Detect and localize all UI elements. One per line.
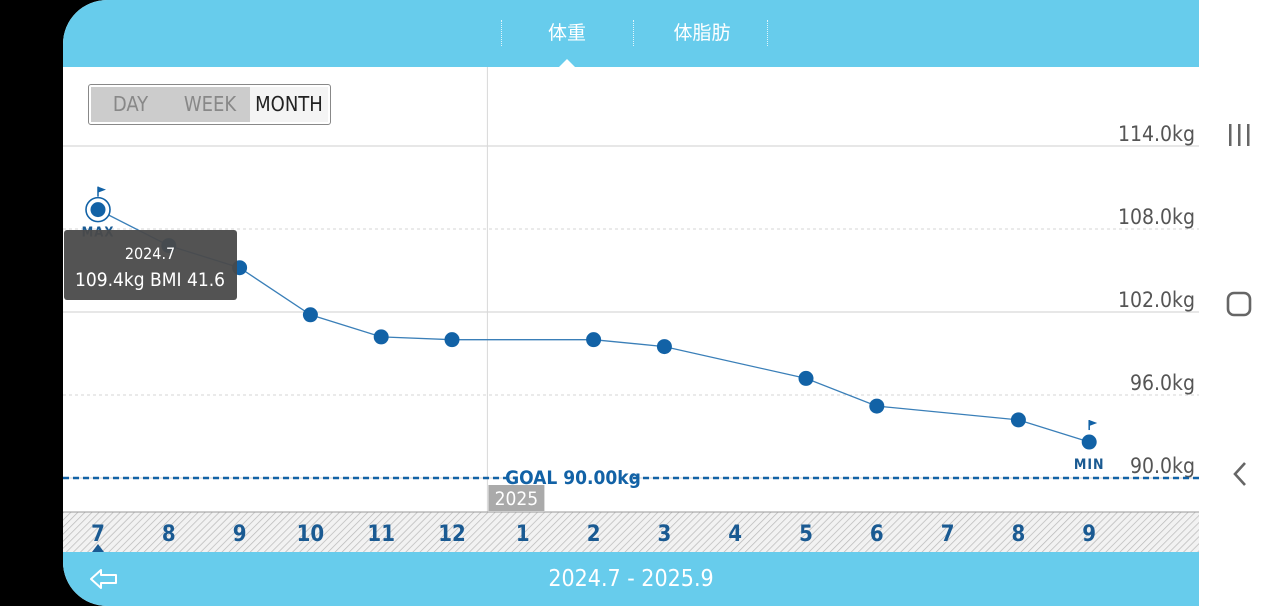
period-week-button[interactable]: WEEK (183, 92, 237, 116)
x-tick-label: 5 (799, 522, 813, 547)
y-tick-label: 108.0kg (1118, 205, 1195, 229)
recents-icon[interactable] (1227, 123, 1251, 147)
x-tick-label: 8 (1012, 522, 1026, 547)
y-tick-label: 102.0kg (1118, 288, 1195, 312)
x-tick-label: 9 (1082, 522, 1096, 547)
x-tick-label: 9 (233, 522, 247, 547)
x-tick-label: 1 (516, 522, 530, 547)
x-tick-label: 4 (728, 522, 742, 547)
data-point (90, 202, 106, 218)
data-point (444, 332, 460, 348)
period-month-button[interactable]: MONTH (250, 87, 328, 122)
x-tick-label: 2 (587, 522, 601, 547)
data-point (1010, 412, 1026, 428)
period-selector: DAY WEEK MONTH (88, 84, 331, 125)
date-range-label: 2024.7 - 2025.9 (548, 566, 714, 592)
data-point (373, 329, 389, 345)
period-day-button[interactable]: DAY (112, 92, 149, 116)
tooltip-values: 109.4kg BMI 41.6 (75, 269, 225, 291)
min-flag-icon (1089, 420, 1098, 427)
year-badge (488, 485, 545, 511)
x-tick-label: 8 (162, 522, 176, 547)
series-line (97, 209, 1090, 443)
bottom-bar: 2024.7 - 2025.9 (63, 552, 1199, 606)
data-point (1081, 434, 1097, 450)
x-tick-label: 12 (438, 522, 466, 547)
chevron-left-icon[interactable] (1231, 461, 1249, 487)
system-nav-bar (1199, 0, 1280, 606)
x-tick-label: 6 (870, 522, 884, 547)
tab-weight[interactable]: 体重 (547, 22, 586, 44)
weight-chart: 114.0kg 108.0kg 102.0kg 96.0kg 90.0kg GOAL 90… (63, 67, 1199, 552)
tooltip-box (64, 230, 237, 300)
x-tick-label: 11 (367, 522, 395, 547)
top-tab-bar: 体重 体脂肪 (63, 0, 1199, 67)
data-point (798, 370, 814, 386)
app-window: 体重 体脂肪 114.0kg 108.0kg 102.0kg 96.0kg 90.0kg… (63, 0, 1199, 606)
tab-body-fat[interactable]: 体脂肪 (673, 22, 731, 44)
tab-divider (767, 20, 768, 46)
data-point (302, 307, 318, 323)
tooltip: 2024.7 109.4kg BMI 41.6 (64, 230, 237, 300)
back-arrow-icon[interactable] (89, 566, 119, 592)
max-flag-icon (98, 186, 106, 193)
x-axis-band (63, 512, 1199, 552)
x-tick-label: 7 (941, 522, 955, 547)
tab-divider (633, 20, 634, 46)
data-point (869, 398, 885, 414)
x-tick-label: 3 (658, 522, 672, 547)
x-tick-label: 7 (91, 522, 105, 547)
min-label: MIN (1074, 457, 1105, 473)
tab-divider (501, 20, 502, 46)
y-tick-label: 90.0kg (1130, 454, 1195, 478)
active-tab-indicator (559, 59, 575, 67)
selected-month-caret (92, 544, 104, 552)
y-tick-label: 114.0kg (1118, 122, 1195, 146)
x-tick-label: 10 (297, 522, 325, 547)
data-point (656, 339, 672, 355)
home-icon[interactable] (1226, 291, 1252, 317)
y-tick-label: 96.0kg (1130, 371, 1195, 395)
goal-label: GOAL 90.00kg (505, 467, 641, 489)
data-point (586, 332, 602, 348)
tooltip-date: 2024.7 (125, 244, 175, 263)
year-label: 2025 (495, 488, 539, 510)
